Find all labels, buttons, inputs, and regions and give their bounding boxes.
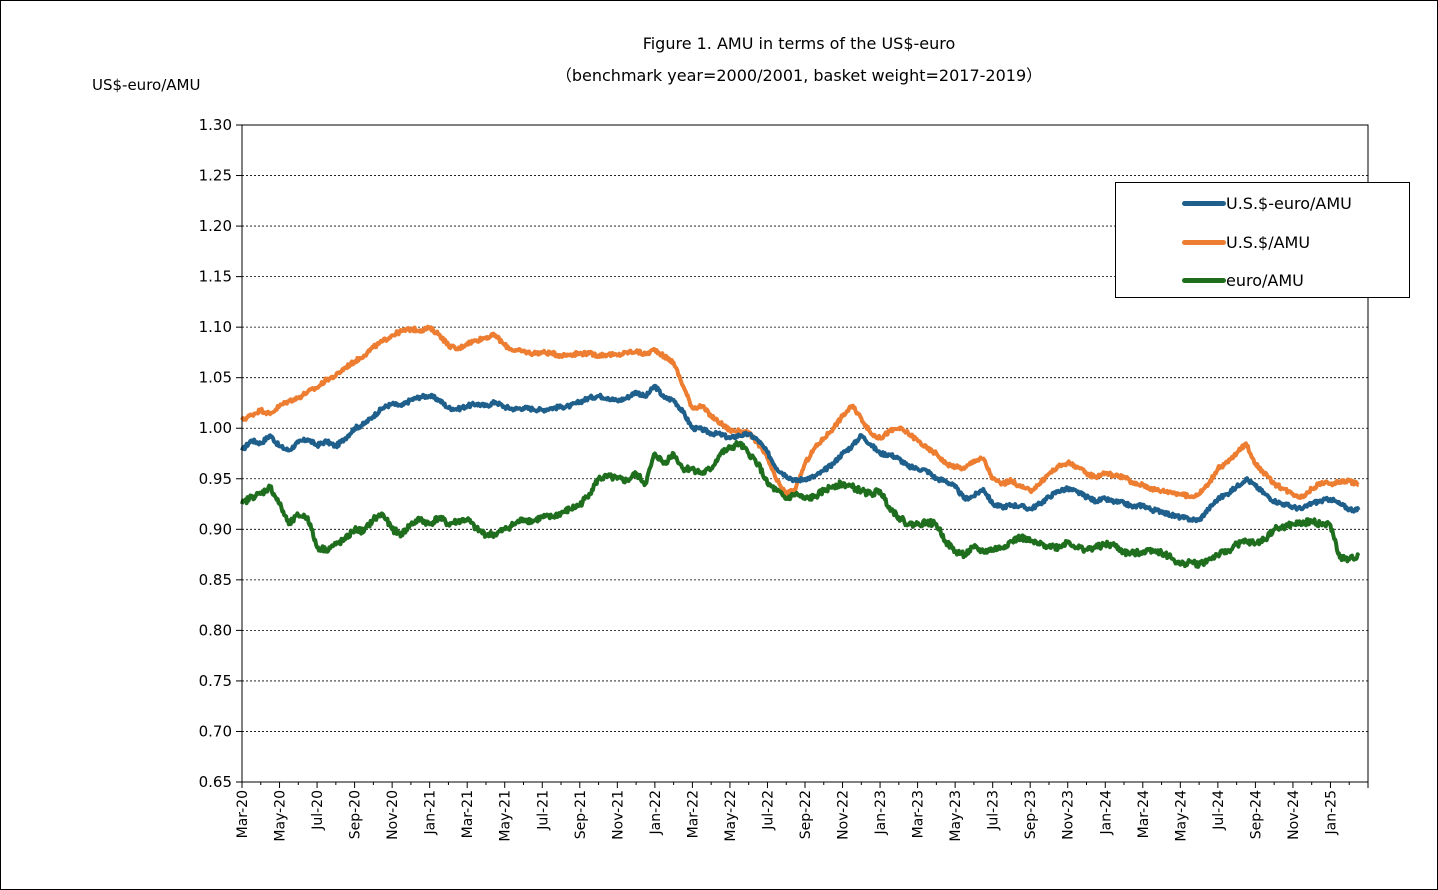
x-tick-label: Mar-20	[235, 790, 251, 838]
y-axis-label: US$-euro/AMU	[92, 76, 201, 94]
y-tick-label: 1.20	[199, 217, 232, 235]
x-tick-label: Nov-24	[1286, 790, 1302, 840]
x-tick-label: Nov-22	[836, 790, 852, 840]
legend: U.S.$-euro/AMU U.S.$/AMU euro/AMU	[1115, 182, 1410, 298]
y-tick-label: 1.05	[199, 369, 232, 387]
legend-label-usd: U.S.$/AMU	[1226, 232, 1311, 252]
x-tick-label: Nov-23	[1061, 790, 1077, 840]
legend-label-euro: euro/AMU	[1226, 270, 1304, 290]
legend-label-usd-euro: U.S.$-euro/AMU	[1226, 193, 1352, 213]
x-tick-label: Nov-21	[610, 790, 626, 840]
y-tick-label: 0.80	[199, 621, 232, 639]
y-tick-label: 1.25	[199, 167, 232, 185]
y-tick-label: 1.00	[199, 419, 232, 437]
x-tick-label: Sep-24	[1248, 790, 1264, 839]
x-tick-label: Jan-23	[873, 790, 889, 835]
x-tick-label: Jan-22	[648, 790, 664, 835]
y-tick-label: 0.70	[199, 722, 232, 740]
y-tick-label: 1.10	[199, 318, 232, 336]
x-tick-label: Sep-22	[798, 790, 814, 839]
x-tick-label: Jul-20	[310, 790, 326, 831]
y-tick-label: 0.90	[199, 520, 232, 538]
x-ticks: Mar-20 May-20 Jul-20 Sep-20 Nov-20 Jan-21 Mar-…	[235, 782, 1369, 842]
legend-swatch-euro	[1182, 277, 1226, 283]
x-tick-label: Mar-21	[460, 790, 476, 838]
x-tick-label: May-20	[273, 790, 289, 842]
y-tick-label: 0.85	[199, 571, 232, 589]
legend-swatch-usd	[1182, 239, 1226, 245]
x-tick-label: Sep-21	[573, 790, 589, 839]
x-tick-label: Nov-20	[385, 790, 401, 840]
chart-subtitle: （benchmark year=2000/2001, basket weight…	[555, 66, 1043, 85]
series-line-0	[240, 383, 1361, 524]
x-tick-label: Jul-21	[535, 790, 551, 831]
y-tick-label: 0.95	[199, 470, 232, 488]
legend-item-usd: U.S.$/AMU	[1182, 230, 1310, 254]
x-tick-label: Jan-21	[423, 790, 439, 835]
x-tick-label: May-21	[498, 790, 514, 842]
series-lines	[240, 324, 1361, 569]
plot-area	[241, 124, 1369, 783]
x-tick-label: May-23	[948, 790, 964, 842]
x-tick-label: Mar-23	[911, 790, 927, 838]
y-tick-label: 1.30	[199, 116, 232, 134]
x-tick-label: Jul-24	[1211, 790, 1227, 831]
x-tick-label: May-24	[1173, 790, 1189, 842]
x-tick-label: Mar-22	[685, 790, 701, 838]
x-tick-label: Sep-23	[1023, 790, 1039, 839]
y-tick-label: 1.15	[199, 268, 232, 286]
x-tick-label: Jan-25	[1323, 790, 1339, 835]
legend-item-euro: euro/AMU	[1182, 268, 1304, 292]
x-tick-label: Sep-20	[348, 790, 364, 839]
chart-title: Figure 1. AMU in terms of the US$-euro	[642, 34, 956, 53]
x-tick-label: Jul-22	[760, 790, 776, 831]
y-ticks: 1.30 1.25 1.20 1.15 1.10 1.05 1.00 0.95 0.90 0.85…	[199, 116, 242, 791]
x-tick-label: Mar-24	[1136, 790, 1152, 838]
series-line-2	[240, 440, 1361, 569]
legend-swatch-usd-euro	[1182, 200, 1226, 206]
x-tick-label: May-22	[723, 790, 739, 842]
x-tick-label: Jan-24	[1098, 790, 1114, 836]
y-tick-label: 0.65	[199, 773, 232, 791]
y-tick-label: 0.75	[199, 672, 232, 690]
legend-item-usd-euro: U.S.$-euro/AMU	[1182, 191, 1352, 215]
series-line-1	[240, 324, 1360, 500]
x-tick-label: Jul-23	[986, 790, 1002, 831]
